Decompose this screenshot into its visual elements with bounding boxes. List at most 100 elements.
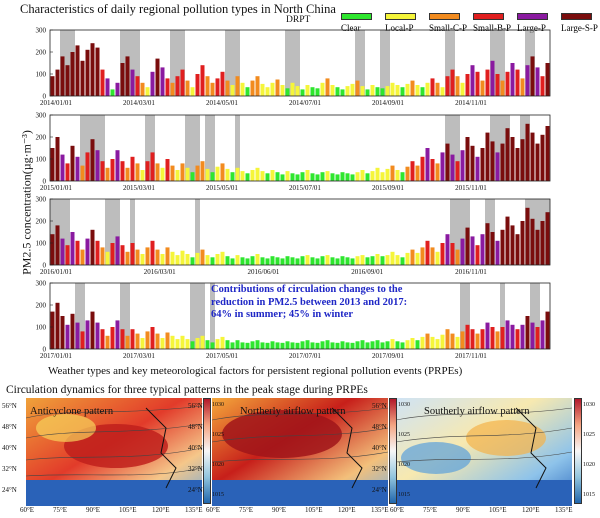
bar [75,240,80,265]
map-lat-label: 56°N [188,402,203,410]
event-shade [490,115,510,181]
bar [240,342,245,349]
bar [380,172,385,181]
bar [530,322,535,349]
annotation: Contributions of circulation changes to … [211,284,461,322]
bar [135,76,140,96]
event-shade [75,283,85,349]
map-lon-label: 105°E [119,506,137,514]
bar [450,333,455,349]
bar [105,251,110,265]
legend-swatch-small-c-p [429,13,460,20]
bar [435,251,440,265]
bar [320,256,325,265]
bar [225,80,230,96]
bar [495,152,500,181]
bar [55,225,60,265]
x-tick-label: 2017/05/01 [206,352,238,360]
panel-frame [49,29,551,97]
bar [485,69,490,96]
bar [305,170,310,181]
bar [525,207,530,265]
map-lat-label: 24°N [188,486,203,494]
bar [150,152,155,181]
bar [300,172,305,181]
bar [520,139,525,181]
y-tick-label: 100 [36,156,47,164]
map-lon-label: 120°E [522,506,540,514]
legend: DRPT Clear Local-P Small-C-P Small-B-P Large… [256,11,600,35]
colorbar-2 [389,398,397,504]
bar [480,329,485,349]
panel-frame [49,198,551,266]
bar [490,60,495,96]
legend-title: DRPT [286,15,311,25]
bar [90,229,95,265]
bar [85,152,90,181]
colorbar-tick: 1025 [583,432,595,438]
map-lon-label: 120°E [338,506,356,514]
bar [165,332,170,349]
bar [235,340,240,349]
bar [60,56,65,96]
bar [165,78,170,96]
x-tick-label: 2015/11/01 [455,184,487,192]
bar [110,89,115,96]
map-lon-label: 90°E [456,506,471,514]
map-lon-label: 135°E [371,506,389,514]
colorbar-1 [203,398,211,504]
bar [260,257,265,265]
bar [85,320,90,349]
bar [95,322,100,349]
bar [490,232,495,265]
bar [445,329,450,349]
bar [190,257,195,265]
bar [305,255,310,265]
bar [460,238,465,265]
bar [375,254,380,265]
bar [300,341,305,349]
bar [375,340,380,349]
bar [90,311,95,349]
bar [130,156,135,181]
y-tick-label: 100 [36,324,47,332]
map-label-southerly: Southerly airflow pattern [424,406,530,417]
bar [175,76,180,96]
bar [220,336,225,349]
bar [425,148,430,181]
bar [320,172,325,181]
x-tick-label: 2016/03/01 [144,268,176,276]
bar [90,139,95,181]
bar [295,342,300,349]
bar [120,63,125,96]
bar [320,82,325,96]
bar [270,170,275,181]
bar [450,69,455,96]
bar [385,255,390,265]
bar [285,256,290,265]
bar [125,251,130,265]
bar [360,340,365,349]
bar [65,65,70,96]
bar [165,159,170,181]
bar [140,338,145,349]
bar [510,63,515,96]
event-shade [485,199,495,265]
bar [135,163,140,181]
bar [155,249,160,265]
bar [515,329,520,349]
event-shade [120,30,140,96]
bar [365,257,370,265]
map-lat-label: 32°N [372,465,387,473]
bar [445,234,450,265]
x-tick-label: 2014/05/01 [206,99,238,107]
bar [490,141,495,181]
bar [545,126,550,181]
x-tick-label: 2015/01/01 [40,184,72,192]
bar [405,252,410,265]
bar [540,76,545,96]
bar [445,143,450,181]
bar [520,78,525,96]
bar [65,163,70,181]
bar [270,341,275,349]
